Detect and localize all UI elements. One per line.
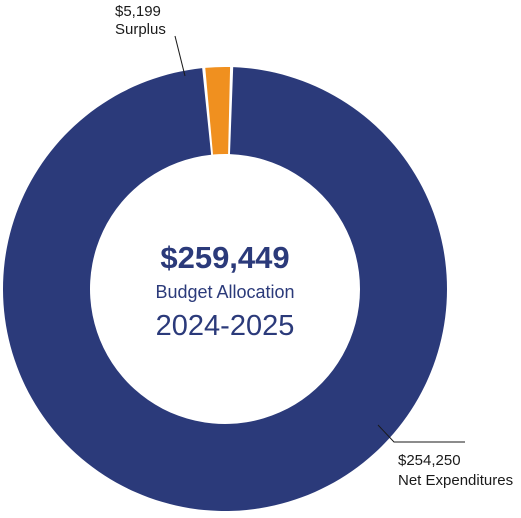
surplus-name-label: Surplus — [115, 21, 166, 38]
net-expenditures-callout: $254,250 Net Expenditures — [377, 424, 513, 489]
net-expenditures-slice — [3, 67, 447, 512]
surplus-value-label: $5,199 — [115, 3, 161, 20]
net-expenditures-leader-line — [377, 424, 465, 443]
donut-slices — [3, 67, 447, 512]
surplus-callout: $5,199 Surplus — [115, 3, 186, 77]
fiscal-period: 2024-2025 — [156, 310, 295, 342]
surplus-leader-line — [174, 35, 186, 77]
surplus-slice — [205, 67, 231, 155]
center-subtitle: Budget Allocation — [155, 282, 294, 302]
total-amount: $259,449 — [160, 240, 289, 275]
net-expenditures-value-label: $254,250 — [398, 452, 461, 469]
net-expenditures-name-label: Net Expenditures — [398, 472, 513, 489]
donut-center-label: $259,449 Budget Allocation 2024-2025 — [155, 240, 294, 342]
